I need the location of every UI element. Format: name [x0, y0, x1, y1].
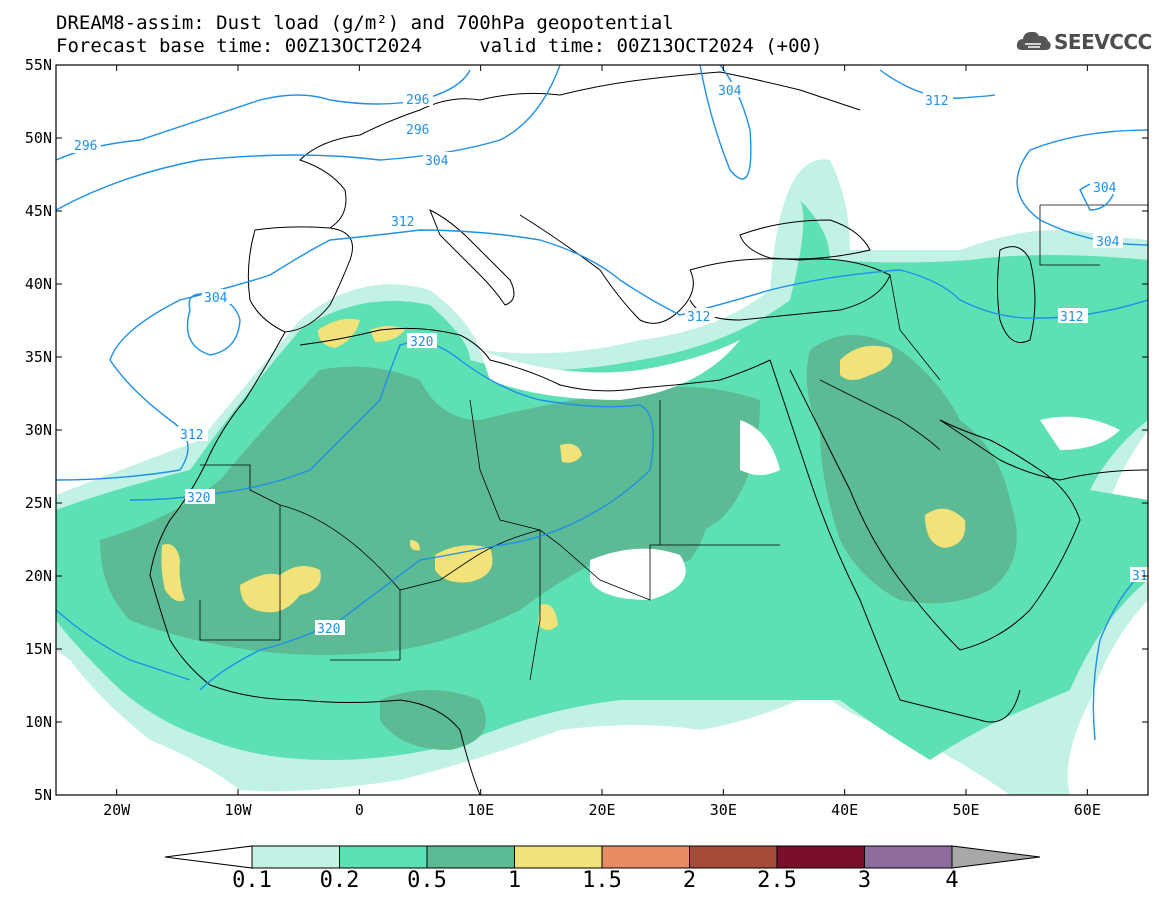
lat-label: 30N — [25, 421, 52, 439]
logo-text: SEEVCCC — [1054, 30, 1152, 54]
contour-label: 312 — [180, 428, 203, 443]
dust-clear-areas — [480, 340, 1120, 600]
contour-labels: 296 296 296 304 304 304 304 304 312 312 … — [71, 82, 1148, 637]
contour-label: 320 — [187, 491, 210, 506]
colorbar-label: 1.5 — [582, 868, 622, 893]
colorbar-over-arrow — [951, 845, 1041, 869]
colorbar-segment — [426, 845, 515, 869]
colorbar-segment — [864, 845, 953, 869]
contour-label: 296 — [406, 123, 429, 138]
lat-label: 35N — [25, 348, 52, 366]
contour-label: 312 — [687, 310, 710, 325]
contour-304-east — [699, 65, 752, 180]
lon-label: 10E — [467, 801, 494, 819]
colorbar-segment — [601, 845, 690, 869]
lat-label: 15N — [25, 640, 52, 658]
colorbar-under-arrow — [164, 845, 253, 869]
longitude-axis: 20W 10W 0 10E 20E 30E 40E 50E 60E — [103, 65, 1101, 819]
lon-label: 10W — [224, 801, 252, 819]
contour-label: 296 — [74, 139, 97, 154]
colorbar-segment — [689, 845, 778, 869]
contour-label: 312 — [1060, 310, 1083, 325]
contour-label: 320 — [317, 622, 340, 637]
lon-label: 60E — [1074, 801, 1101, 819]
seevccc-logo: SEEVCCC — [1016, 22, 1156, 62]
contour-296-north — [329, 69, 471, 105]
contour-label: 304 — [425, 154, 449, 169]
lon-label: 50E — [952, 801, 979, 819]
contour-312-north — [879, 69, 996, 99]
contour-312-main — [56, 229, 1148, 481]
colorbar-label: 4 — [945, 868, 959, 893]
lat-label: 25N — [25, 494, 52, 512]
colorbar-label: 1 — [507, 868, 522, 893]
lon-label: 20W — [103, 801, 131, 819]
lat-label: 5N — [34, 786, 52, 804]
contour-label: 304 — [1096, 235, 1120, 250]
lon-label: 40E — [831, 801, 858, 819]
latitude-axis: 55N 50N 45N 40N 35N 30N 25N 20N 15N 10N 5N — [25, 56, 1148, 804]
contour-304-west-cell — [186, 293, 241, 356]
colorbar-segment — [514, 845, 603, 869]
contour-304-north — [56, 65, 561, 211]
map-title: DREAM8-assim: Dust load (g/m²) and 700hP… — [56, 12, 674, 34]
colorbar-label: 0.5 — [407, 868, 447, 893]
contour-312-sw — [56, 609, 191, 681]
coastlines — [149, 71, 1148, 795]
colorbar-label: 0.1 — [232, 868, 272, 893]
dust-field — [56, 159, 1148, 795]
colorbar-segment — [339, 845, 428, 869]
colorbar-segment — [776, 845, 865, 869]
contour-320-main — [129, 341, 655, 691]
contour-label: 312 — [391, 215, 414, 230]
contour-label: 304 — [1093, 181, 1117, 196]
forecast-time-line: Forecast base time: 00Z13OCT2024 valid t… — [56, 35, 823, 57]
lon-label: 30E — [710, 801, 737, 819]
contour-label: 31 — [1132, 569, 1148, 584]
colorbar — [164, 845, 1041, 869]
lon-label: 20E — [588, 801, 615, 819]
colorbar-label: 0.2 — [319, 868, 360, 893]
contour-label: 320 — [410, 335, 433, 350]
colorbar-label: 2.5 — [757, 868, 797, 893]
cloud-logo-icon — [1016, 31, 1051, 50]
contour-label: 296 — [406, 93, 429, 108]
lat-label: 20N — [25, 567, 52, 585]
lat-label: 50N — [25, 129, 52, 147]
contour-label: 312 — [925, 94, 948, 109]
contour-312-se — [1092, 567, 1148, 741]
contour-304-ne — [1016, 129, 1148, 246]
lon-label: 0 — [355, 801, 364, 819]
contour-label: 304 — [718, 84, 742, 99]
lat-label: 40N — [25, 275, 52, 293]
lat-label: 10N — [25, 713, 52, 731]
contour-label: 304 — [204, 291, 228, 306]
colorbar-segment — [251, 845, 340, 869]
geopotential-contours — [56, 65, 1148, 741]
colorbar-label: 3 — [857, 868, 872, 893]
lat-label: 55N — [25, 56, 52, 74]
lat-label: 45N — [25, 202, 52, 220]
colorbar-label: 2 — [682, 868, 697, 893]
